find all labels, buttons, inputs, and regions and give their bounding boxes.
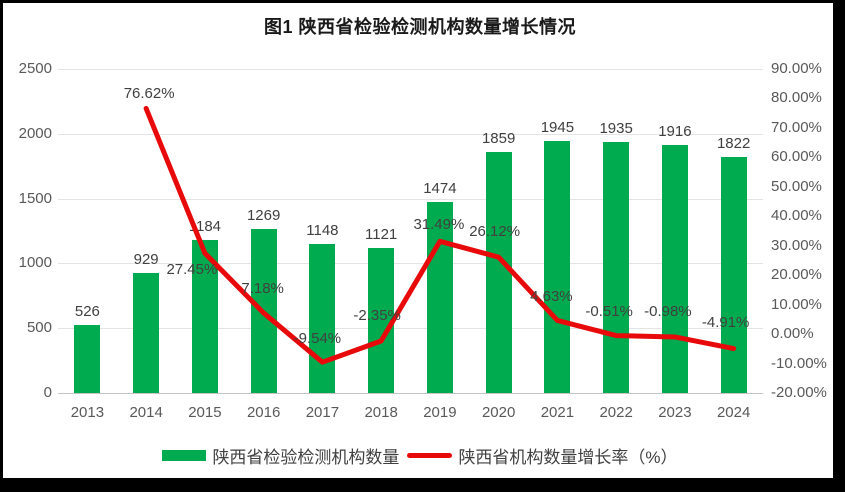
- chart-title: 图1 陕西省检验检测机构数量增长情况: [263, 17, 576, 37]
- bar-value-label: 1945: [540, 118, 575, 136]
- y2-axis-tick-label: -10.00%: [771, 354, 827, 372]
- y2-axis-tick-label: 30.00%: [771, 236, 822, 254]
- chart-background: [3, 3, 833, 478]
- y2-axis-tick-label: 0.00%: [771, 325, 814, 343]
- x-axis-tick-label: 2016: [246, 404, 281, 421]
- bar-value-label: 1474: [423, 179, 457, 197]
- line-point-label: 27.45%: [166, 261, 218, 279]
- bar: [368, 247, 395, 393]
- y-axis-tick-label: 1000: [18, 254, 52, 272]
- line-point-label: -2.35%: [353, 307, 401, 324]
- bar: [485, 152, 512, 393]
- gridline: [58, 134, 763, 135]
- line-point-label: -4.91%: [701, 313, 750, 331]
- y2-axis-tick-label: 60.00%: [771, 148, 822, 166]
- bar: [426, 201, 453, 393]
- bar: [309, 244, 336, 393]
- x-axis-tick-label: 2018: [364, 404, 398, 421]
- legend-line-swatch: [407, 452, 453, 458]
- x-axis-tick-label: 2013: [70, 404, 105, 421]
- bar-value-label: 1822: [716, 134, 751, 152]
- y2-axis-tick-label: 50.00%: [771, 177, 822, 195]
- x-axis-tick-label: 2024: [716, 404, 751, 421]
- bar-value-label: 1121: [364, 225, 398, 243]
- line-point-label: 26.12%: [469, 223, 521, 241]
- growth-rate-line: [143, 105, 737, 365]
- y2-axis-tick-label: -20.00%: [771, 384, 827, 401]
- x-axis-tick-label: 2020: [481, 404, 516, 421]
- legend-bar-swatch: [162, 449, 207, 461]
- bar: [661, 144, 688, 393]
- gridline: [58, 199, 763, 200]
- bar-value-label: 929: [133, 250, 159, 268]
- bar: [133, 272, 160, 393]
- legend-line-label: 陕西省机构数量增长率（%）: [458, 447, 678, 467]
- bar: [603, 142, 630, 393]
- y2-axis-tick-label: 20.00%: [771, 266, 822, 284]
- line-point-label: 76.62%: [123, 85, 175, 103]
- line-point-label: -0.98%: [644, 302, 692, 320]
- y-axis-tick-label: 2500: [18, 60, 52, 77]
- y-axis-tick-label: 0: [43, 384, 52, 401]
- bar: [720, 156, 747, 393]
- x-axis-tick-label: 2014: [129, 404, 163, 421]
- x-axis-tick-label: 2021: [540, 404, 575, 421]
- y2-axis-tick-label: 90.00%: [771, 60, 822, 77]
- x-axis-tick-label: 2019: [423, 404, 457, 421]
- bar-value-label: 1916: [658, 122, 692, 140]
- line-point-label: 31.49%: [413, 216, 465, 234]
- gridline: [58, 69, 763, 70]
- y2-axis-tick-label: 80.00%: [771, 89, 822, 107]
- line-point-label: 7.18%: [241, 279, 284, 297]
- x-axis-tick-label: 2015: [188, 404, 222, 421]
- y-axis-tick-label: 1500: [18, 189, 52, 207]
- line-point-label: -9.54%: [293, 330, 342, 348]
- bar: [544, 140, 571, 393]
- x-axis-tick-label: 2022: [599, 404, 633, 421]
- x-axis-line: [58, 393, 763, 394]
- gridline: [58, 263, 763, 264]
- y-axis-tick-label: 500: [26, 319, 52, 337]
- bar-value-label: 1269: [246, 206, 281, 224]
- bar-value-label: 1859: [481, 130, 516, 148]
- bar-value-label: 526: [74, 302, 100, 320]
- bar-value-label: 1935: [599, 120, 633, 138]
- line-point-label: -0.51%: [585, 302, 633, 320]
- legend-bar-label: 陕西省检验检测机构数量: [212, 447, 400, 467]
- legend: 陕西省检验检测机构数量 陕西省机构数量增长率（%）: [0, 444, 840, 467]
- line-point-label: 4.63%: [530, 288, 573, 306]
- bar-value-label: 1148: [306, 222, 339, 240]
- x-axis-tick-label: 2017: [305, 404, 340, 421]
- y-axis-tick-label: 2000: [18, 124, 52, 142]
- y2-axis-tick-label: 70.00%: [771, 118, 822, 136]
- gridline: [58, 328, 763, 329]
- bar: [74, 324, 101, 393]
- y2-axis-tick-label: 10.00%: [771, 295, 822, 313]
- x-axis-tick-label: 2023: [658, 404, 692, 421]
- growth-rate-polyline: [143, 105, 737, 365]
- y2-axis-tick-label: 40.00%: [771, 207, 822, 225]
